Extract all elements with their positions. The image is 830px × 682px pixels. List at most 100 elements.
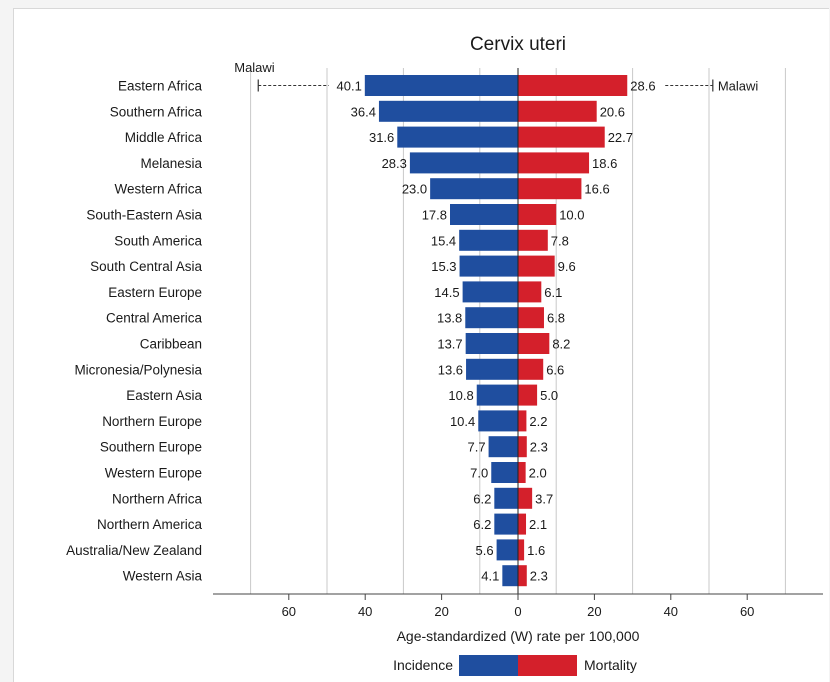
category-label: Northern America xyxy=(97,517,203,532)
incidence-bar xyxy=(494,513,518,535)
mortality-bar xyxy=(518,462,526,483)
mortality-bar xyxy=(518,436,527,458)
mortality-value-label: 20.6 xyxy=(600,104,625,119)
mortality-bar xyxy=(518,75,628,96)
mortality-value-label: 5.0 xyxy=(540,388,558,403)
legend: Incidence Mortality xyxy=(393,655,637,676)
mortality-bar xyxy=(518,255,555,277)
mortality-value-label: 3.7 xyxy=(535,491,553,506)
incidence-bar xyxy=(459,229,518,251)
annotations: Malawi Malawi xyxy=(234,60,758,94)
mortality-value-label: 2.2 xyxy=(529,414,547,429)
mortality-value-label: 28.6 xyxy=(630,79,655,94)
mortality-value-label: 6.1 xyxy=(544,285,562,300)
incidence-bar xyxy=(465,307,518,329)
data-labels: 40.1 28.6 36.4 20.6 31.6 22.7 28.3 18.6 23.0 16.6… xyxy=(337,79,656,584)
incidence-value-label: 6.2 xyxy=(473,491,491,506)
mortality-bar xyxy=(518,358,544,380)
grid-lines xyxy=(250,68,786,594)
incidence-bar xyxy=(462,281,518,303)
incidence-value-label: 40.1 xyxy=(337,79,362,94)
mortality-value-label: 2.1 xyxy=(529,517,547,532)
incidence-bar xyxy=(502,565,518,587)
incidence-bar xyxy=(494,487,518,509)
x-tick-label: 60 xyxy=(282,604,296,619)
incidence-value-label: 10.4 xyxy=(450,414,475,429)
x-tick-label: 20 xyxy=(434,604,448,619)
category-label: Central America xyxy=(106,311,203,326)
category-label: Eastern Asia xyxy=(126,388,202,403)
chart-title: Cervix uteri xyxy=(470,34,566,55)
mortality-bar xyxy=(518,565,527,587)
mortality-bar xyxy=(518,307,544,329)
incidence-value-label: 10.8 xyxy=(448,388,473,403)
incidence-value-label: 5.6 xyxy=(476,543,494,558)
mortality-bar xyxy=(518,513,527,535)
x-tick-label: 40 xyxy=(664,604,678,619)
mortality-malawi-label: Malawi xyxy=(718,79,759,94)
mortality-bar xyxy=(518,100,597,122)
mortality-legend-swatch xyxy=(518,655,577,676)
incidence-value-label: 13.7 xyxy=(437,337,462,352)
incidence-value-label: 6.2 xyxy=(473,517,491,532)
mortality-value-label: 9.6 xyxy=(558,259,576,274)
mortality-bar xyxy=(518,539,525,561)
x-axis: 60 40 20 0 20 40 60 xyxy=(213,593,823,619)
incidence-bar xyxy=(476,384,518,406)
x-tick-label: 20 xyxy=(587,604,601,619)
category-label: Eastern Europe xyxy=(108,285,202,300)
category-label: Micronesia/Polynesia xyxy=(74,362,202,377)
incidence-bar xyxy=(459,255,518,277)
category-label: South Central Asia xyxy=(90,259,202,274)
mortality-bar xyxy=(518,333,550,354)
incidence-value-label: 13.6 xyxy=(438,362,463,377)
bars xyxy=(364,68,628,594)
incidence-value-label: 28.3 xyxy=(382,156,407,171)
incidence-value-label: 17.8 xyxy=(422,208,447,223)
mortality-value-label: 1.6 xyxy=(527,543,545,558)
category-label: Western Europe xyxy=(105,466,202,481)
incidence-bar xyxy=(488,436,518,458)
category-label: Melanesia xyxy=(140,156,202,171)
incidence-bar xyxy=(378,100,518,122)
mortality-bar xyxy=(518,229,548,251)
mortality-value-label: 18.6 xyxy=(592,156,617,171)
mortality-value-label: 16.6 xyxy=(584,182,609,197)
incidence-bar xyxy=(397,126,518,148)
incidence-bar xyxy=(466,358,518,380)
incidence-value-label: 31.6 xyxy=(369,130,394,145)
category-label: Northern Africa xyxy=(112,491,203,506)
incidence-bar xyxy=(364,75,518,96)
incidence-value-label: 15.4 xyxy=(431,233,456,248)
incidence-value-label: 36.4 xyxy=(351,104,376,119)
incidence-value-label: 7.7 xyxy=(468,440,486,455)
mortality-legend-label: Mortality xyxy=(584,657,637,673)
mortality-value-label: 8.2 xyxy=(552,337,570,352)
incidence-bar xyxy=(409,152,518,174)
incidence-value-label: 7.0 xyxy=(470,466,488,481)
mortality-bar xyxy=(518,152,590,174)
mortality-bar xyxy=(518,281,542,303)
mortality-bar xyxy=(518,126,605,148)
category-label: Southern Africa xyxy=(110,104,203,119)
category-labels: Eastern Africa Southern Africa Middle Afri… xyxy=(66,79,202,584)
category-label: Middle Africa xyxy=(125,130,203,145)
mortality-bar xyxy=(518,204,557,225)
incidence-bar xyxy=(450,204,518,225)
incidence-legend-label: Incidence xyxy=(393,657,453,673)
x-axis-label: Age-standardized (W) rate per 100,000 xyxy=(397,628,640,644)
incidence-bar xyxy=(491,462,518,483)
mortality-value-label: 6.8 xyxy=(547,311,565,326)
mortality-bar xyxy=(518,178,582,200)
incidence-malawi-label: Malawi xyxy=(234,60,275,75)
incidence-bar xyxy=(496,539,518,561)
category-label: Caribbean xyxy=(140,337,202,352)
category-label: Northern Europe xyxy=(102,414,202,429)
mortality-value-label: 10.0 xyxy=(559,208,584,223)
category-label: South-Eastern Asia xyxy=(86,208,202,223)
category-label: Eastern Africa xyxy=(118,79,203,94)
mortality-value-label: 2.3 xyxy=(530,440,548,455)
x-tick-label: 40 xyxy=(358,604,372,619)
mortality-bar xyxy=(518,384,538,406)
